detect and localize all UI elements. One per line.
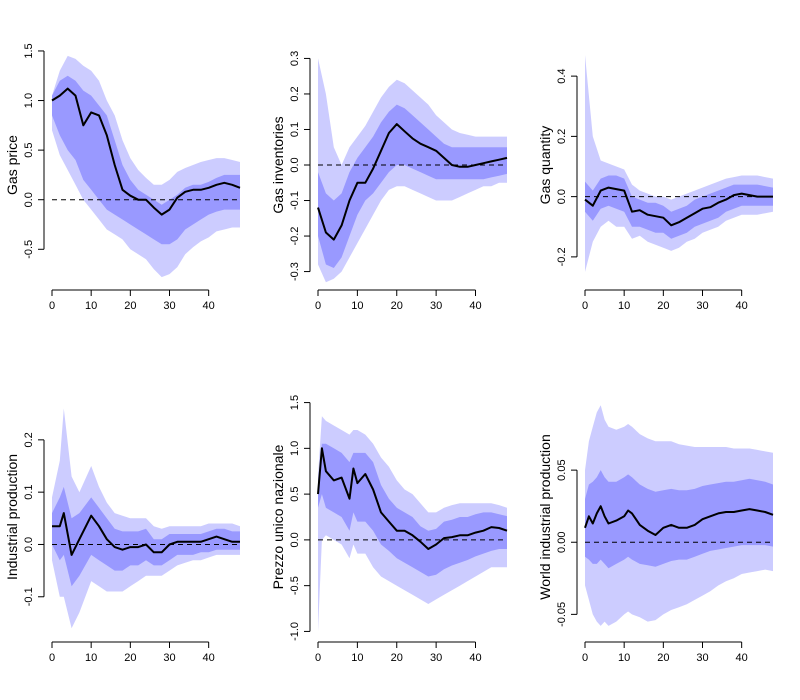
y-tick-label: 0.1 (289, 122, 301, 137)
inner-confidence-band (52, 486, 240, 587)
y-tick-label: 1.5 (23, 43, 35, 58)
y-axis-title: Industrial production (4, 454, 20, 580)
x-tick-label: 0 (582, 300, 588, 312)
y-tick-label: -0.1 (289, 191, 301, 210)
y-tick-label: 0.0 (289, 157, 301, 172)
y-tick-label: -0.2 (289, 227, 301, 246)
inner-confidence-band (585, 175, 773, 239)
y-tick-label: 0.5 (23, 142, 35, 157)
x-tick-label: 30 (163, 300, 175, 312)
y-axis-title: Gas price (4, 135, 20, 195)
y-tick-label: 0.1 (23, 485, 35, 500)
x-tick-label: 0 (315, 300, 321, 312)
median-response-line (584, 186, 773, 227)
y-tick-label: 1.5 (289, 395, 301, 410)
y-axis-title: Prezzo unico nazionale (270, 444, 286, 589)
x-tick-label: 10 (351, 652, 363, 664)
inner-confidence-band (585, 470, 773, 569)
x-tick-label: 10 (85, 300, 97, 312)
x-tick-label: 40 (736, 300, 748, 312)
y-tick-label: -0.3 (289, 262, 301, 281)
x-axis: 0 10 20 30 40 (49, 641, 215, 664)
x-tick-label: 20 (124, 300, 136, 312)
y-tick-label: 0.2 (289, 86, 301, 101)
y-tick-label: 0.2 (556, 129, 568, 144)
x-tick-label: 30 (430, 300, 442, 312)
y-axis: -0.2 0.0 0.2 0.4 (556, 68, 578, 266)
x-tick-label: 0 (49, 300, 55, 312)
y-tick-label: -0.5 (289, 576, 301, 595)
y-axis-title: World industrial production (537, 434, 553, 600)
y-axis: -1.0 -0.5 0.0 0.5 1.0 1.5 (289, 395, 311, 641)
x-tick-label: 20 (657, 652, 669, 664)
x-tick-label: 10 (351, 300, 363, 312)
x-tick-label: 10 (618, 300, 630, 312)
y-tick-label: 0.0 (23, 192, 35, 207)
chart-panel-5: -1.0 -0.5 0.0 0.5 1.0 1.5 0 10 20 30 40 Prezzo unic… (270, 395, 508, 664)
median-response-line (317, 123, 508, 241)
chart-panel-1: -0.5 0.0 0.5 1.0 1.5 0 10 20 30 40 Gas price (4, 43, 241, 312)
median-response-line (51, 87, 241, 216)
chart-panel-3: -0.2 0.0 0.2 0.4 0 10 20 30 40 Gas quantity (537, 55, 773, 312)
x-tick-label: 0 (582, 652, 588, 664)
x-tick-label: 20 (124, 652, 136, 664)
median-response-line (317, 447, 508, 550)
y-tick-label: -0.2 (556, 247, 568, 266)
y-tick-label: -1.0 (289, 622, 301, 641)
x-tick-label: 40 (469, 652, 481, 664)
y-tick-label: -0.1 (23, 587, 35, 606)
y-tick-label: 0.4 (556, 68, 568, 83)
y-axis-title: Gas quantity (537, 126, 553, 205)
y-axis: -0.3 -0.2 -0.1 0.0 0.1 0.2 0.3 (289, 51, 311, 281)
y-tick-label: 0.5 (289, 486, 301, 501)
inner-confidence-band (318, 443, 507, 577)
y-tick-label: 1.0 (289, 441, 301, 456)
y-tick-label: 1.0 (23, 93, 35, 108)
x-axis: 0 10 20 30 40 (582, 289, 748, 312)
y-axis: -0.1 0.0 0.1 0.2 (23, 432, 45, 606)
y-tick-label: -0.05 (556, 602, 568, 627)
x-axis: 0 10 20 30 40 (49, 289, 215, 312)
chart-panel-4: -0.1 0.0 0.1 0.2 0 10 20 30 40 Industrial product… (4, 408, 240, 664)
y-tick-label: -0.5 (23, 240, 35, 259)
x-tick-label: 10 (85, 652, 97, 664)
x-tick-label: 40 (203, 652, 215, 664)
x-axis: 0 10 20 30 40 (315, 289, 482, 312)
y-tick-label: 0.0 (289, 532, 301, 547)
x-axis: 0 10 20 30 40 (582, 641, 748, 664)
outer-confidence-band (318, 58, 507, 283)
y-axis: -0.5 0.0 0.5 1.0 1.5 (23, 43, 45, 259)
x-tick-label: 30 (430, 652, 442, 664)
x-tick-label: 20 (657, 300, 669, 312)
y-tick-label: 0.05 (556, 459, 568, 480)
x-tick-label: 40 (736, 652, 748, 664)
y-tick-label: 0.00 (556, 532, 568, 553)
y-tick-label: 0.0 (23, 537, 35, 552)
outer-confidence-band (585, 55, 773, 272)
x-tick-label: 30 (696, 300, 708, 312)
x-tick-label: 10 (618, 652, 630, 664)
x-axis: 0 10 20 30 40 (315, 641, 482, 664)
outer-confidence-band (52, 408, 240, 629)
y-axis-title: Gas inventories (270, 116, 286, 213)
x-tick-label: 30 (696, 652, 708, 664)
y-tick-label: 0.0 (556, 189, 568, 204)
x-tick-label: 40 (469, 300, 481, 312)
chart-panel-2: -0.3 -0.2 -0.1 0.0 0.1 0.2 0.3 0 10 20 30 40 Gas inv… (270, 51, 508, 312)
y-tick-label: 0.2 (23, 432, 35, 447)
x-tick-label: 20 (391, 652, 403, 664)
x-tick-label: 40 (203, 300, 215, 312)
x-tick-label: 30 (163, 652, 175, 664)
median-response-line (52, 512, 240, 556)
median-response-line (584, 505, 774, 536)
x-tick-label: 20 (391, 300, 403, 312)
chart-panel-6: -0.05 0.00 0.05 0 10 20 30 40 World industrial p… (537, 405, 774, 664)
y-axis: -0.05 0.00 0.05 (556, 459, 578, 627)
x-tick-label: 0 (49, 652, 55, 664)
y-tick-label: 0.3 (289, 51, 301, 66)
x-tick-label: 0 (315, 652, 321, 664)
